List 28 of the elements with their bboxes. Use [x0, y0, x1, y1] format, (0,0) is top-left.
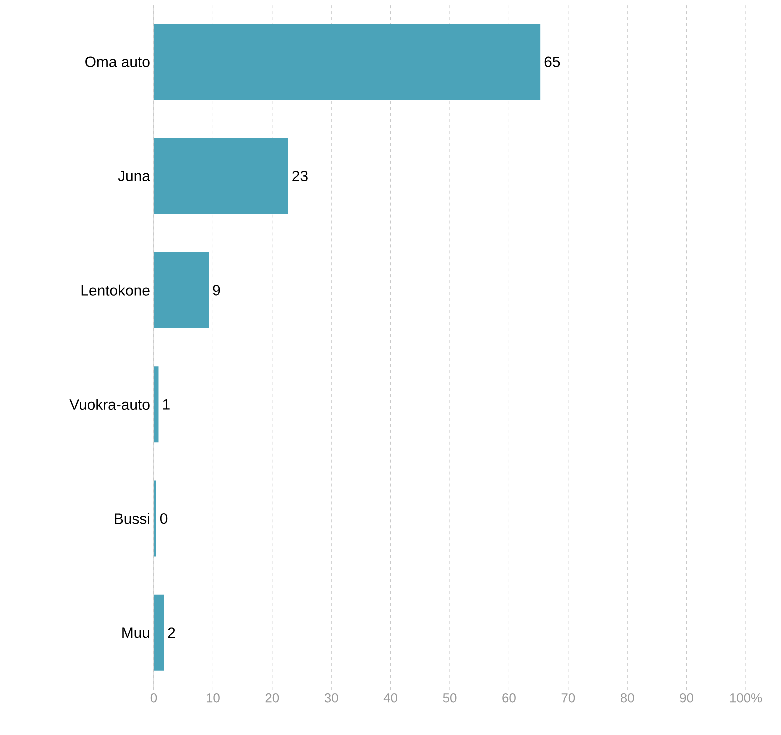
y-tick-label: Juna	[118, 171, 150, 182]
x-tick-label: 60	[502, 694, 516, 703]
y-tick-label: Lentokone	[82, 284, 150, 296]
y-tick-label: Bussi	[115, 513, 150, 524]
y-tick-label: Vuokra-auto	[70, 399, 150, 410]
x-tick-label: 70	[562, 694, 576, 703]
data-label: 9	[213, 285, 220, 296]
x-tick-label: 30	[324, 694, 338, 703]
bar	[154, 138, 288, 214]
x-tick-label: 50	[443, 694, 457, 703]
x-tick-label: 90	[680, 694, 694, 703]
x-tick-label: 100%	[730, 694, 762, 703]
bar	[154, 366, 159, 443]
bar	[154, 24, 541, 100]
data-label: 0	[160, 513, 168, 524]
bar	[154, 252, 210, 328]
y-tick-label: Muu	[122, 628, 150, 638]
data-label: 1	[163, 399, 170, 410]
data-label: 23	[292, 170, 308, 182]
x-tick-label: 20	[266, 694, 280, 703]
y-tick-label: Oma auto	[86, 56, 150, 68]
bar	[154, 594, 164, 671]
x-tick-label: 80	[620, 694, 634, 703]
x-tick-label: 0	[150, 694, 158, 703]
x-tick-label: 40	[384, 694, 398, 703]
x-tick-label: 10	[206, 694, 220, 703]
data-label: 65	[544, 56, 560, 68]
data-label: 2	[168, 628, 176, 638]
